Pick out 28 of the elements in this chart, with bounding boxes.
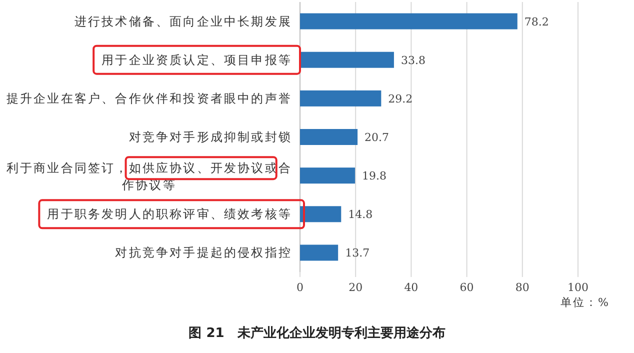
data-label: 20.7 [364,131,390,144]
y-tick-label: 对竞争对手形成抑制或封锁 [128,130,292,144]
bar [300,129,358,145]
y-tick-label: 对抗竞争对手提起的侵权指控 [115,246,292,260]
x-tick-label: 100 [568,281,588,294]
text: 单位：% [560,296,610,309]
x-tick-label: 0 [296,281,304,294]
y-tick-label: 用于职务发明人的职称评审、绩效考核等 [47,207,292,222]
data-label: 13.7 [345,246,370,260]
data-label: 14.8 [348,208,373,222]
bar [300,90,382,106]
bar [300,168,356,184]
y-tick-label: 提升企业在客户、合作伙伴和投资者眼中的声誉 [6,91,292,106]
text: 图 21 未产业化企业发明专利主要用途分布 [188,325,446,341]
data-label: 29.2 [388,92,413,106]
x-tick-label: 40 [404,281,418,294]
bar [300,206,342,222]
x-tick-label: 80 [515,281,530,294]
x-tick-label: 20 [348,281,363,294]
data-label: 78.2 [524,15,549,28]
data-label: 33.8 [400,54,426,67]
y-tick-label: 用于企业资质认定、项目申报等 [102,52,292,67]
x-tick-label: 60 [460,281,474,294]
bar [300,13,518,30]
bar [300,244,338,261]
y-tick-label: 进行技术储备、面向企业中长期发展 [74,14,292,28]
bar [300,52,394,68]
data-label: 19.8 [362,170,387,183]
